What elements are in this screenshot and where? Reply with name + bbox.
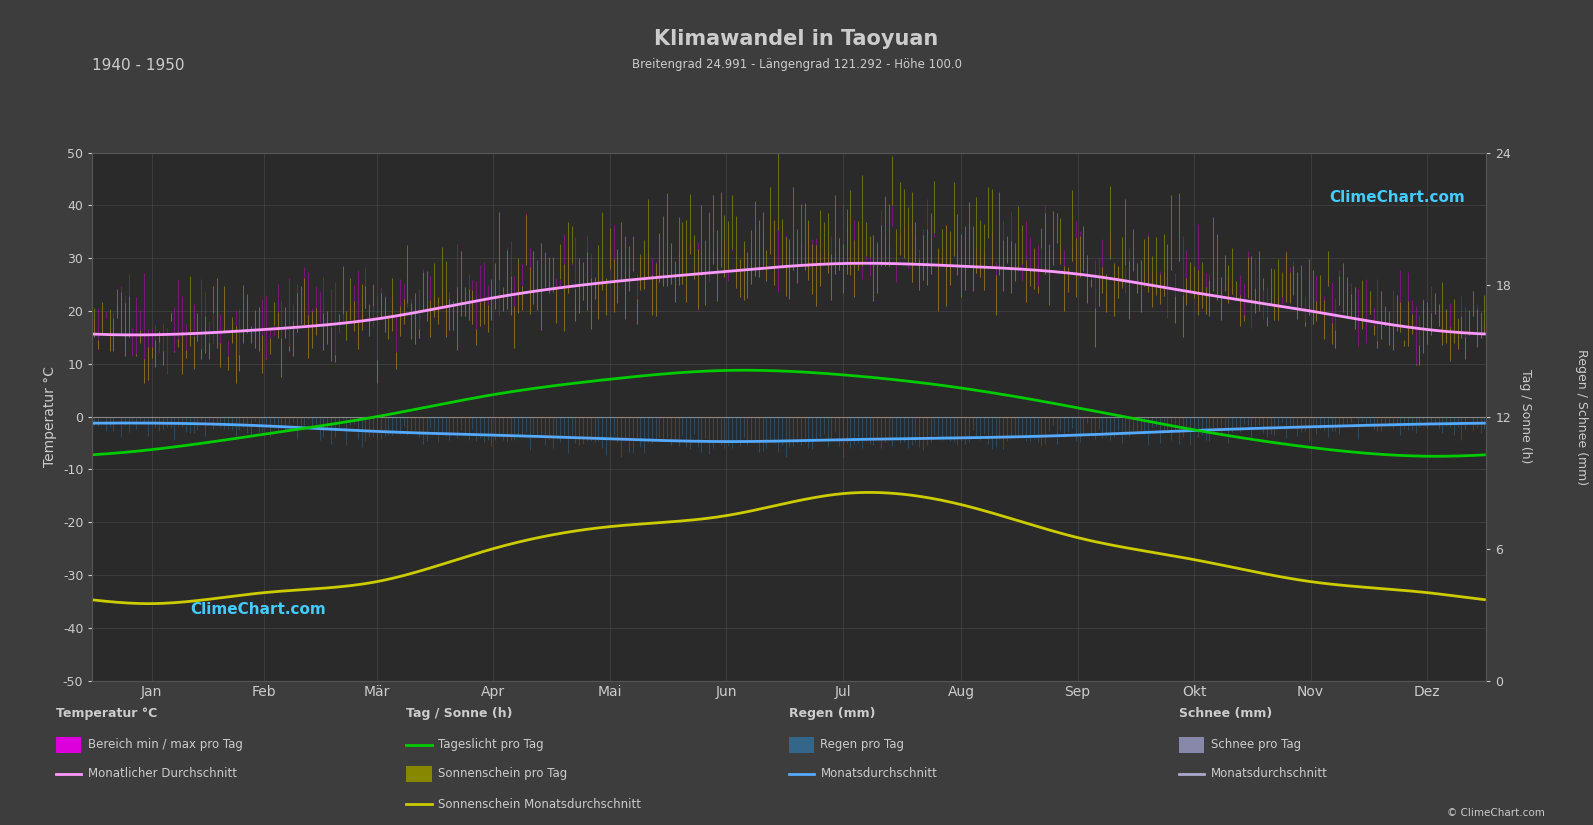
- Text: ClimeChart.com: ClimeChart.com: [1330, 190, 1466, 205]
- Text: Regen (mm): Regen (mm): [789, 707, 875, 720]
- Text: 1940 - 1950: 1940 - 1950: [92, 58, 185, 73]
- Text: Monatlicher Durchschnitt: Monatlicher Durchschnitt: [88, 767, 237, 780]
- Text: Breitengrad 24.991 - Längengrad 121.292 - Höhe 100.0: Breitengrad 24.991 - Längengrad 121.292 …: [631, 58, 962, 71]
- Text: Tag / Sonne (h): Tag / Sonne (h): [406, 707, 513, 720]
- Text: Klimawandel in Taoyuan: Klimawandel in Taoyuan: [655, 29, 938, 49]
- Text: Regen pro Tag: Regen pro Tag: [820, 738, 905, 752]
- Y-axis label: Temperatur °C: Temperatur °C: [43, 366, 57, 467]
- Text: Schnee (mm): Schnee (mm): [1179, 707, 1273, 720]
- Text: Sonnenschein pro Tag: Sonnenschein pro Tag: [438, 767, 567, 780]
- Text: Monatsdurchschnitt: Monatsdurchschnitt: [1211, 767, 1327, 780]
- Text: Monatsdurchschnitt: Monatsdurchschnitt: [820, 767, 937, 780]
- Text: Bereich min / max pro Tag: Bereich min / max pro Tag: [88, 738, 242, 752]
- Text: Sonnenschein Monatsdurchschnitt: Sonnenschein Monatsdurchschnitt: [438, 798, 640, 811]
- Y-axis label: Tag / Sonne (h): Tag / Sonne (h): [1520, 370, 1532, 464]
- Text: Regen / Schnee (mm): Regen / Schnee (mm): [1575, 348, 1588, 485]
- Text: Schnee pro Tag: Schnee pro Tag: [1211, 738, 1301, 752]
- Text: Temperatur °C: Temperatur °C: [56, 707, 158, 720]
- Text: © ClimeChart.com: © ClimeChart.com: [1448, 808, 1545, 818]
- Text: Tageslicht pro Tag: Tageslicht pro Tag: [438, 738, 543, 752]
- Text: ClimeChart.com: ClimeChart.com: [190, 602, 325, 617]
